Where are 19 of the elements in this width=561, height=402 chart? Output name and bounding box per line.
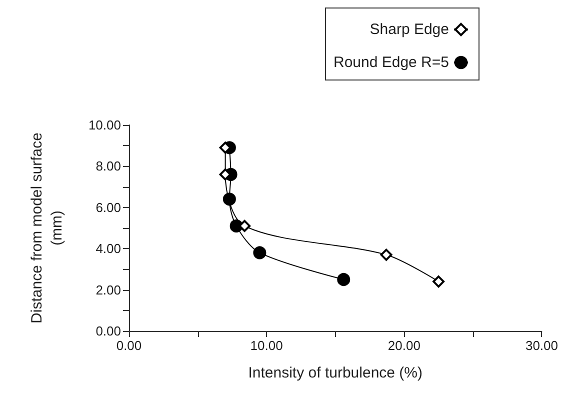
y-tick-label: 8.00 <box>96 158 121 174</box>
point <box>253 246 266 260</box>
point <box>337 273 350 286</box>
point <box>380 248 392 261</box>
x-tick-label: 20.00 <box>388 338 420 353</box>
x-axis-title: Intensity of turbulence (%) <box>248 364 422 382</box>
legend-label: Sharp Edge <box>370 21 449 38</box>
point <box>222 192 236 206</box>
x-tick-label: 10.00 <box>250 338 283 353</box>
y-axis-title: Distance from model surface (mm) <box>28 132 66 324</box>
y-tick-label: 10.00 <box>88 118 121 132</box>
y-tick-label: 6.00 <box>96 200 121 215</box>
y-tick-label: 2.00 <box>96 282 121 298</box>
x-tick-label: 30.00 <box>525 338 558 353</box>
legend-label: Round Edge R=5 <box>333 54 449 71</box>
point <box>432 276 445 288</box>
x-tick-label: 0.00 <box>116 338 142 353</box>
y-tick-label: 4.00 <box>96 241 121 256</box>
y-tick-label: 0.00 <box>96 324 121 338</box>
